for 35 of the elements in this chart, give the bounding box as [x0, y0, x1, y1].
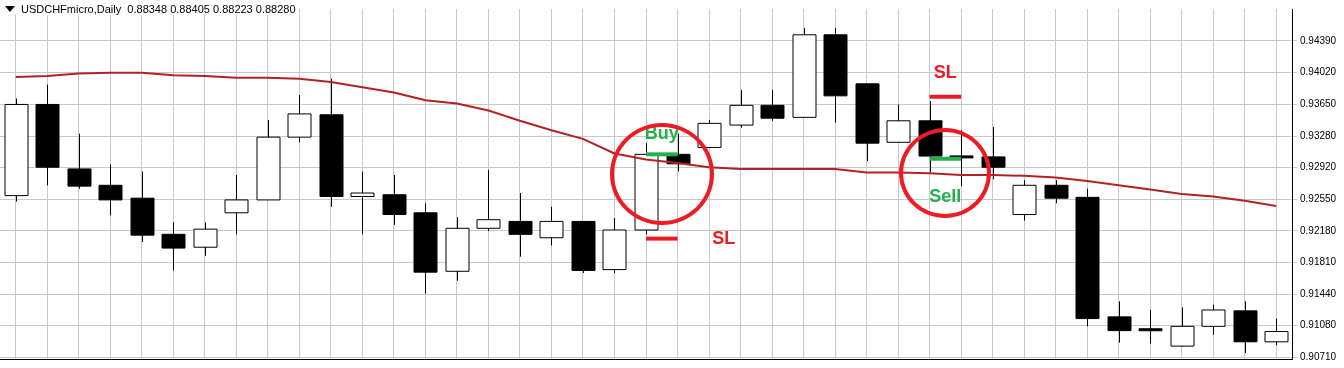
series-label: Sell [929, 185, 962, 206]
candlestick [729, 89, 754, 129]
candlestick [98, 164, 123, 216]
y-tick-label: 0.94390 [1300, 34, 1337, 46]
y-tick-label: 0.93650 [1300, 98, 1337, 110]
y-tick-label: 0.91440 [1300, 288, 1337, 300]
y-tick-label: 0.93280 [1300, 130, 1337, 142]
candlestick [1138, 309, 1163, 345]
candlestick [508, 192, 533, 258]
candlestick [161, 221, 186, 271]
y-tick-label: 0.94020 [1300, 66, 1337, 78]
candlestick [350, 171, 375, 235]
chart-title: USDCHFmicro,Daily 0.88348 0.88405 0.88223 0.88280 [21, 3, 296, 15]
candlestick [1170, 306, 1195, 348]
y-tick-label: 0.92180 [1300, 224, 1337, 236]
candlestick [886, 103, 911, 143]
y-tick-label: 0.91810 [1300, 256, 1337, 268]
y-tick-label: 0.91080 [1300, 319, 1337, 331]
candlestick [224, 174, 249, 235]
candlestick [476, 169, 501, 232]
y-tick-label: 0.92550 [1300, 192, 1337, 204]
candlestick [1044, 179, 1069, 204]
candlestick [1201, 304, 1226, 336]
candlestick [67, 133, 92, 190]
candlestick [1264, 318, 1289, 346]
candlestick [760, 89, 785, 122]
candlestick [287, 94, 312, 143]
candlestick [1107, 300, 1132, 344]
candlestick [382, 174, 407, 226]
series-label: SL [933, 61, 957, 82]
series-label: SL [712, 227, 736, 248]
y-tick-label: 0.90710 [1300, 351, 1337, 363]
candlestick [539, 206, 564, 246]
candlestick [193, 221, 218, 257]
y-tick-label: 0.92920 [1300, 160, 1337, 172]
